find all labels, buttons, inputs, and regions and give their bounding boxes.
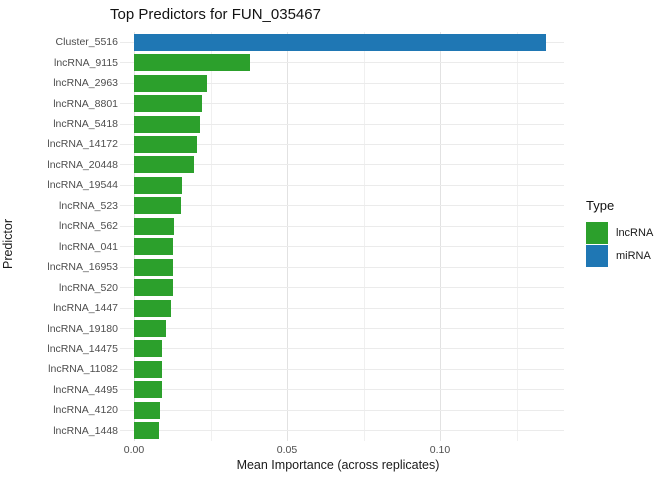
y-axis-label: lncRNA_1447 <box>53 302 118 315</box>
y-axis-label: Cluster_5516 <box>55 36 118 49</box>
bar-lncRNA_19544 <box>134 176 182 194</box>
bar-lncRNA_5418 <box>134 115 201 133</box>
bar-lncRNA_16953 <box>134 258 173 276</box>
x-tick-label: 0.05 <box>276 444 298 456</box>
minor-gridline <box>210 32 212 441</box>
plot-panel <box>120 32 564 441</box>
y-axis-label: lncRNA_20448 <box>47 158 118 171</box>
row-gridline <box>120 348 564 350</box>
bar-lncRNA_20448 <box>134 156 195 174</box>
row-gridline <box>120 123 564 125</box>
legend-item-miRNA: miRNA <box>586 245 653 267</box>
y-axis-label: lncRNA_8801 <box>53 97 118 110</box>
row-gridline <box>120 430 564 432</box>
legend-title: Type <box>586 198 615 213</box>
y-axis-label: lncRNA_16953 <box>47 261 118 274</box>
row-gridline <box>120 246 564 248</box>
y-axis-label: lncRNA_19180 <box>47 322 118 335</box>
row-gridline <box>120 184 564 186</box>
y-axis-label: lncRNA_4120 <box>53 404 118 417</box>
bar-lncRNA_8801 <box>134 95 202 113</box>
major-gridline <box>287 32 288 441</box>
bar-lncRNA_14172 <box>134 135 198 153</box>
minor-gridline <box>516 32 518 441</box>
y-axis-label: lncRNA_5418 <box>53 118 118 131</box>
row-gridline <box>120 62 564 64</box>
legend-swatch-miRNA <box>586 245 608 267</box>
row-gridline <box>120 328 564 330</box>
row-gridline <box>120 225 564 227</box>
x-tick-label: 0.00 <box>123 444 145 456</box>
bar-lncRNA_041 <box>134 238 174 256</box>
minor-gridline <box>363 32 365 441</box>
row-gridline <box>120 307 564 309</box>
row-gridline <box>120 389 564 391</box>
y-axis-label: lncRNA_19544 <box>47 179 118 192</box>
bar-lncRNA_4120 <box>134 401 161 419</box>
major-gridline <box>440 32 441 441</box>
bar-lncRNA_19180 <box>134 320 167 338</box>
row-gridline <box>120 266 564 268</box>
bar-lncRNA_14475 <box>134 340 163 358</box>
y-axis-label: lncRNA_523 <box>59 199 118 212</box>
legend-item-lncRNA: lncRNA <box>586 222 653 244</box>
bar-Cluster_5516 <box>134 33 546 51</box>
y-axis-label: lncRNA_9115 <box>53 56 118 69</box>
legend-label: miRNA <box>616 250 651 262</box>
bar-lncRNA_1447 <box>134 299 172 317</box>
row-gridline <box>120 103 564 105</box>
y-axis-label: lncRNA_14475 <box>47 343 118 356</box>
y-axis-label: lncRNA_1448 <box>53 424 118 437</box>
row-gridline <box>120 143 564 145</box>
y-axis-label: lncRNA_14172 <box>47 138 118 151</box>
y-axis-label: lncRNA_041 <box>59 240 118 253</box>
y-axis-labels: Cluster_5516 lncRNA_9115 lncRNA_2963 lncRNA… <box>0 32 118 441</box>
y-axis-label: lncRNA_562 <box>59 220 118 233</box>
row-gridline <box>120 82 564 84</box>
bar-lncRNA_523 <box>134 197 182 215</box>
y-axis-label: lncRNA_4495 <box>53 383 118 396</box>
legend-label: lncRNA <box>616 227 654 239</box>
y-axis-label: lncRNA_2963 <box>53 77 118 90</box>
legend: Type lncRNA miRNA <box>586 198 653 268</box>
bar-lncRNA_9115 <box>134 54 251 72</box>
row-gridline <box>120 368 564 370</box>
chart-title: Top Predictors for FUN_035467 <box>110 6 321 23</box>
row-gridline <box>120 287 564 289</box>
bar-lncRNA_11082 <box>134 360 163 378</box>
bar-lncRNA_4495 <box>134 381 162 399</box>
bar-lncRNA_2963 <box>134 74 208 92</box>
bar-lncRNA_1448 <box>134 422 160 440</box>
row-gridline <box>120 409 564 411</box>
row-gridline <box>120 164 564 166</box>
legend-swatch-lncRNA <box>586 222 608 244</box>
row-gridline <box>120 205 564 207</box>
bar-lncRNA_520 <box>134 279 173 297</box>
y-axis-label: lncRNA_520 <box>59 281 118 294</box>
legend-items: lncRNA miRNA <box>586 222 653 267</box>
major-gridline <box>134 32 135 441</box>
x-axis-title: Mean Importance (across replicates) <box>236 458 440 472</box>
y-axis-label: lncRNA_11082 <box>48 363 118 376</box>
bar-lncRNA_562 <box>134 217 174 235</box>
x-tick-label: 0.10 <box>429 444 451 456</box>
